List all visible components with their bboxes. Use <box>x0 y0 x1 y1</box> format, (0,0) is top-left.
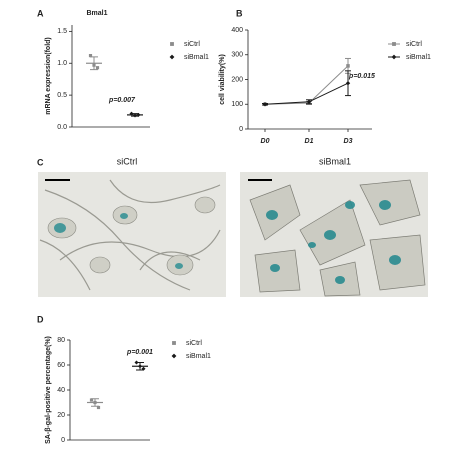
y-tick-label: 1.0 <box>57 60 67 67</box>
y-tick-label: 0.0 <box>57 124 67 131</box>
legend-label: siCtrl <box>406 41 422 48</box>
chart-title: Bmal1 <box>86 10 107 17</box>
y-tick-label: 60 <box>57 362 65 369</box>
y-tick-label: 100 <box>231 101 243 108</box>
y-tick-label: 1.5 <box>57 28 67 35</box>
marker <box>96 405 101 410</box>
x-tick-label: D3 <box>344 138 353 145</box>
y-tick-label: 80 <box>57 337 65 344</box>
marker <box>134 360 139 365</box>
y-tick-label: 0.5 <box>57 92 67 99</box>
panel-label: D <box>37 314 44 324</box>
marker <box>92 63 96 67</box>
legend-marker <box>392 42 396 46</box>
panel-label: A <box>37 8 44 18</box>
marker <box>88 54 93 58</box>
y-tick-label: 400 <box>231 27 243 34</box>
series-line <box>264 65 349 105</box>
y-tick-label: 0 <box>239 126 243 133</box>
annotation: p=0.007 <box>108 97 136 104</box>
annotation: p=0.001 <box>126 349 153 356</box>
y-tick-label: 0 <box>61 437 65 444</box>
marker <box>346 64 350 68</box>
x-tick-label: D1 <box>305 138 314 145</box>
legend-marker <box>171 353 177 359</box>
y-tick-label: 20 <box>57 412 65 419</box>
marker <box>306 99 312 104</box>
marker <box>93 400 97 405</box>
marker <box>345 81 351 86</box>
legend-label: siCtrl <box>184 41 200 48</box>
legend-label: siBmal1 <box>184 54 209 61</box>
annotation: p=0.015 <box>348 73 375 80</box>
legend-label: siBmal1 <box>406 54 431 61</box>
y-axis-label: cell viability(%) <box>219 54 226 105</box>
y-tick-label: 40 <box>57 387 65 394</box>
legend-label: siCtrl <box>186 340 202 347</box>
panel-label: C <box>37 157 44 167</box>
marker <box>129 111 134 116</box>
y-tick-label: 300 <box>231 52 243 59</box>
legend-label: siBmal1 <box>186 353 211 360</box>
marker <box>89 398 94 402</box>
image-label: siBmal1 <box>319 156 351 166</box>
marker <box>133 113 137 118</box>
marker <box>95 66 100 70</box>
image-label: siCtrl <box>117 156 138 166</box>
legend-marker <box>169 54 175 60</box>
y-axis-label: SA-β-gal-positive percentage(%) <box>45 336 52 444</box>
x-tick-label: D0 <box>261 138 270 145</box>
legend-marker <box>391 54 397 60</box>
marker <box>138 364 142 369</box>
legend-marker <box>172 341 176 345</box>
legend-marker <box>170 42 174 46</box>
marker <box>136 112 141 117</box>
marker <box>262 102 268 107</box>
panel-label: B <box>236 8 243 18</box>
y-axis-label: mRNA expression(fold) <box>45 37 52 115</box>
micrograph <box>38 172 428 297</box>
y-tick-label: 200 <box>231 76 243 83</box>
marker <box>141 366 146 371</box>
